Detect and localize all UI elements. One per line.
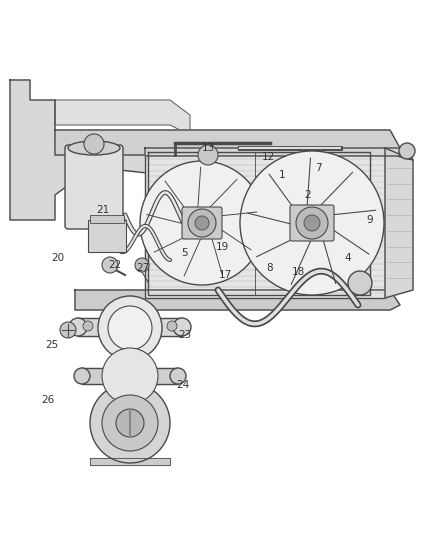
Circle shape (69, 318, 87, 336)
Circle shape (348, 271, 372, 295)
Circle shape (84, 134, 104, 154)
Text: 5: 5 (182, 248, 188, 258)
FancyBboxPatch shape (290, 205, 334, 241)
Circle shape (167, 321, 177, 331)
Circle shape (195, 216, 209, 230)
Circle shape (90, 383, 170, 463)
Text: 12: 12 (261, 152, 275, 162)
Circle shape (102, 348, 158, 404)
Text: 19: 19 (215, 242, 229, 252)
Polygon shape (385, 148, 413, 298)
Polygon shape (10, 80, 185, 220)
Polygon shape (145, 148, 385, 298)
Text: 27: 27 (136, 263, 150, 273)
Text: 20: 20 (51, 253, 64, 263)
Text: 4: 4 (345, 253, 351, 263)
Polygon shape (82, 368, 178, 384)
Circle shape (102, 257, 118, 273)
Text: 8: 8 (267, 263, 273, 273)
Text: 21: 21 (96, 205, 110, 215)
Text: 23: 23 (178, 330, 192, 340)
Circle shape (173, 318, 191, 336)
Text: 2: 2 (305, 190, 311, 200)
Text: 17: 17 (219, 270, 232, 280)
Text: 13: 13 (201, 143, 215, 153)
Text: 25: 25 (46, 340, 59, 350)
Text: 26: 26 (41, 395, 55, 405)
Polygon shape (145, 148, 413, 160)
Polygon shape (55, 100, 190, 135)
Circle shape (240, 151, 384, 295)
Polygon shape (90, 458, 170, 465)
Circle shape (198, 145, 218, 165)
Ellipse shape (68, 141, 120, 155)
Polygon shape (75, 290, 400, 310)
Circle shape (188, 209, 216, 237)
Circle shape (399, 143, 415, 159)
Circle shape (102, 395, 158, 451)
Circle shape (74, 368, 90, 384)
Text: 1: 1 (279, 170, 285, 180)
Circle shape (140, 161, 264, 285)
Circle shape (116, 409, 144, 437)
Circle shape (108, 306, 152, 350)
Circle shape (135, 258, 149, 272)
Circle shape (170, 368, 186, 384)
Text: 18: 18 (291, 267, 304, 277)
Circle shape (83, 321, 93, 331)
Circle shape (296, 207, 328, 239)
Circle shape (98, 296, 162, 360)
FancyBboxPatch shape (65, 145, 123, 229)
Text: 7: 7 (314, 163, 321, 173)
Circle shape (60, 322, 76, 338)
Bar (90, 215, 124, 223)
Circle shape (304, 215, 320, 231)
Bar (88, 220, 126, 252)
Text: 9: 9 (367, 215, 373, 225)
FancyBboxPatch shape (182, 207, 222, 239)
Polygon shape (78, 318, 182, 336)
Polygon shape (55, 130, 400, 155)
Text: 24: 24 (177, 380, 190, 390)
Text: 22: 22 (108, 260, 122, 270)
